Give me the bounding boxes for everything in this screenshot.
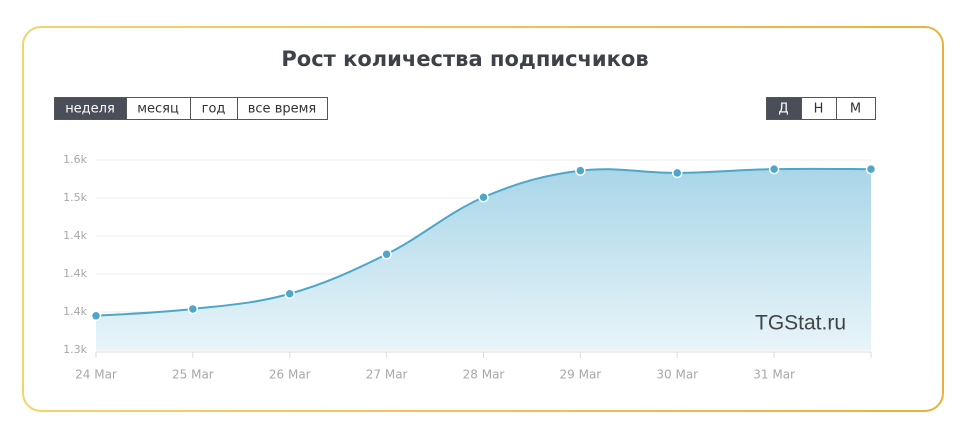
point — [575, 165, 586, 176]
button-label[interactable]: год — [202, 102, 226, 117]
button-label[interactable]: неделя — [65, 102, 115, 117]
point — [284, 288, 295, 300]
y-tick-label: 1.4k — [63, 229, 87, 242]
x-tick-label: 27 Mar — [366, 368, 408, 382]
x-tick-label: 26 Mar — [269, 368, 311, 382]
y-tick-label: 1.4k — [63, 267, 87, 280]
button-label[interactable]: Д — [778, 102, 788, 117]
point — [865, 163, 877, 175]
point — [90, 310, 102, 322]
point — [187, 303, 199, 315]
y-tick-label: 1.6k — [63, 153, 87, 166]
area — [96, 168, 871, 350]
x-tick-label: 30 Mar — [656, 368, 698, 382]
y-tick-label: 1.3k — [63, 343, 87, 356]
y-tick-label: 1.4k — [63, 305, 87, 318]
watermark: TGStat.ru — [755, 312, 846, 335]
point — [478, 191, 489, 203]
button[interactable] — [237, 97, 328, 120]
button-label[interactable]: все время — [248, 102, 316, 117]
button[interactable] — [836, 97, 876, 120]
button-label[interactable]: месяц — [137, 102, 179, 117]
point — [672, 167, 683, 179]
button-label[interactable]: Н — [814, 102, 824, 117]
x-tick-label: 29 Mar — [560, 368, 602, 382]
x-tick-label: 25 Mar — [172, 368, 214, 382]
x-tick-label: 24 Mar — [75, 368, 117, 382]
chart-title: Рост количества подписчиков — [281, 47, 648, 71]
point — [768, 163, 780, 175]
button-label[interactable]: М — [850, 102, 861, 117]
y-tick-label: 1.5k — [63, 191, 87, 204]
x-tick-label: 28 Mar — [463, 368, 505, 382]
point — [381, 248, 392, 260]
x-tick-label: 31 Mar — [753, 368, 795, 382]
